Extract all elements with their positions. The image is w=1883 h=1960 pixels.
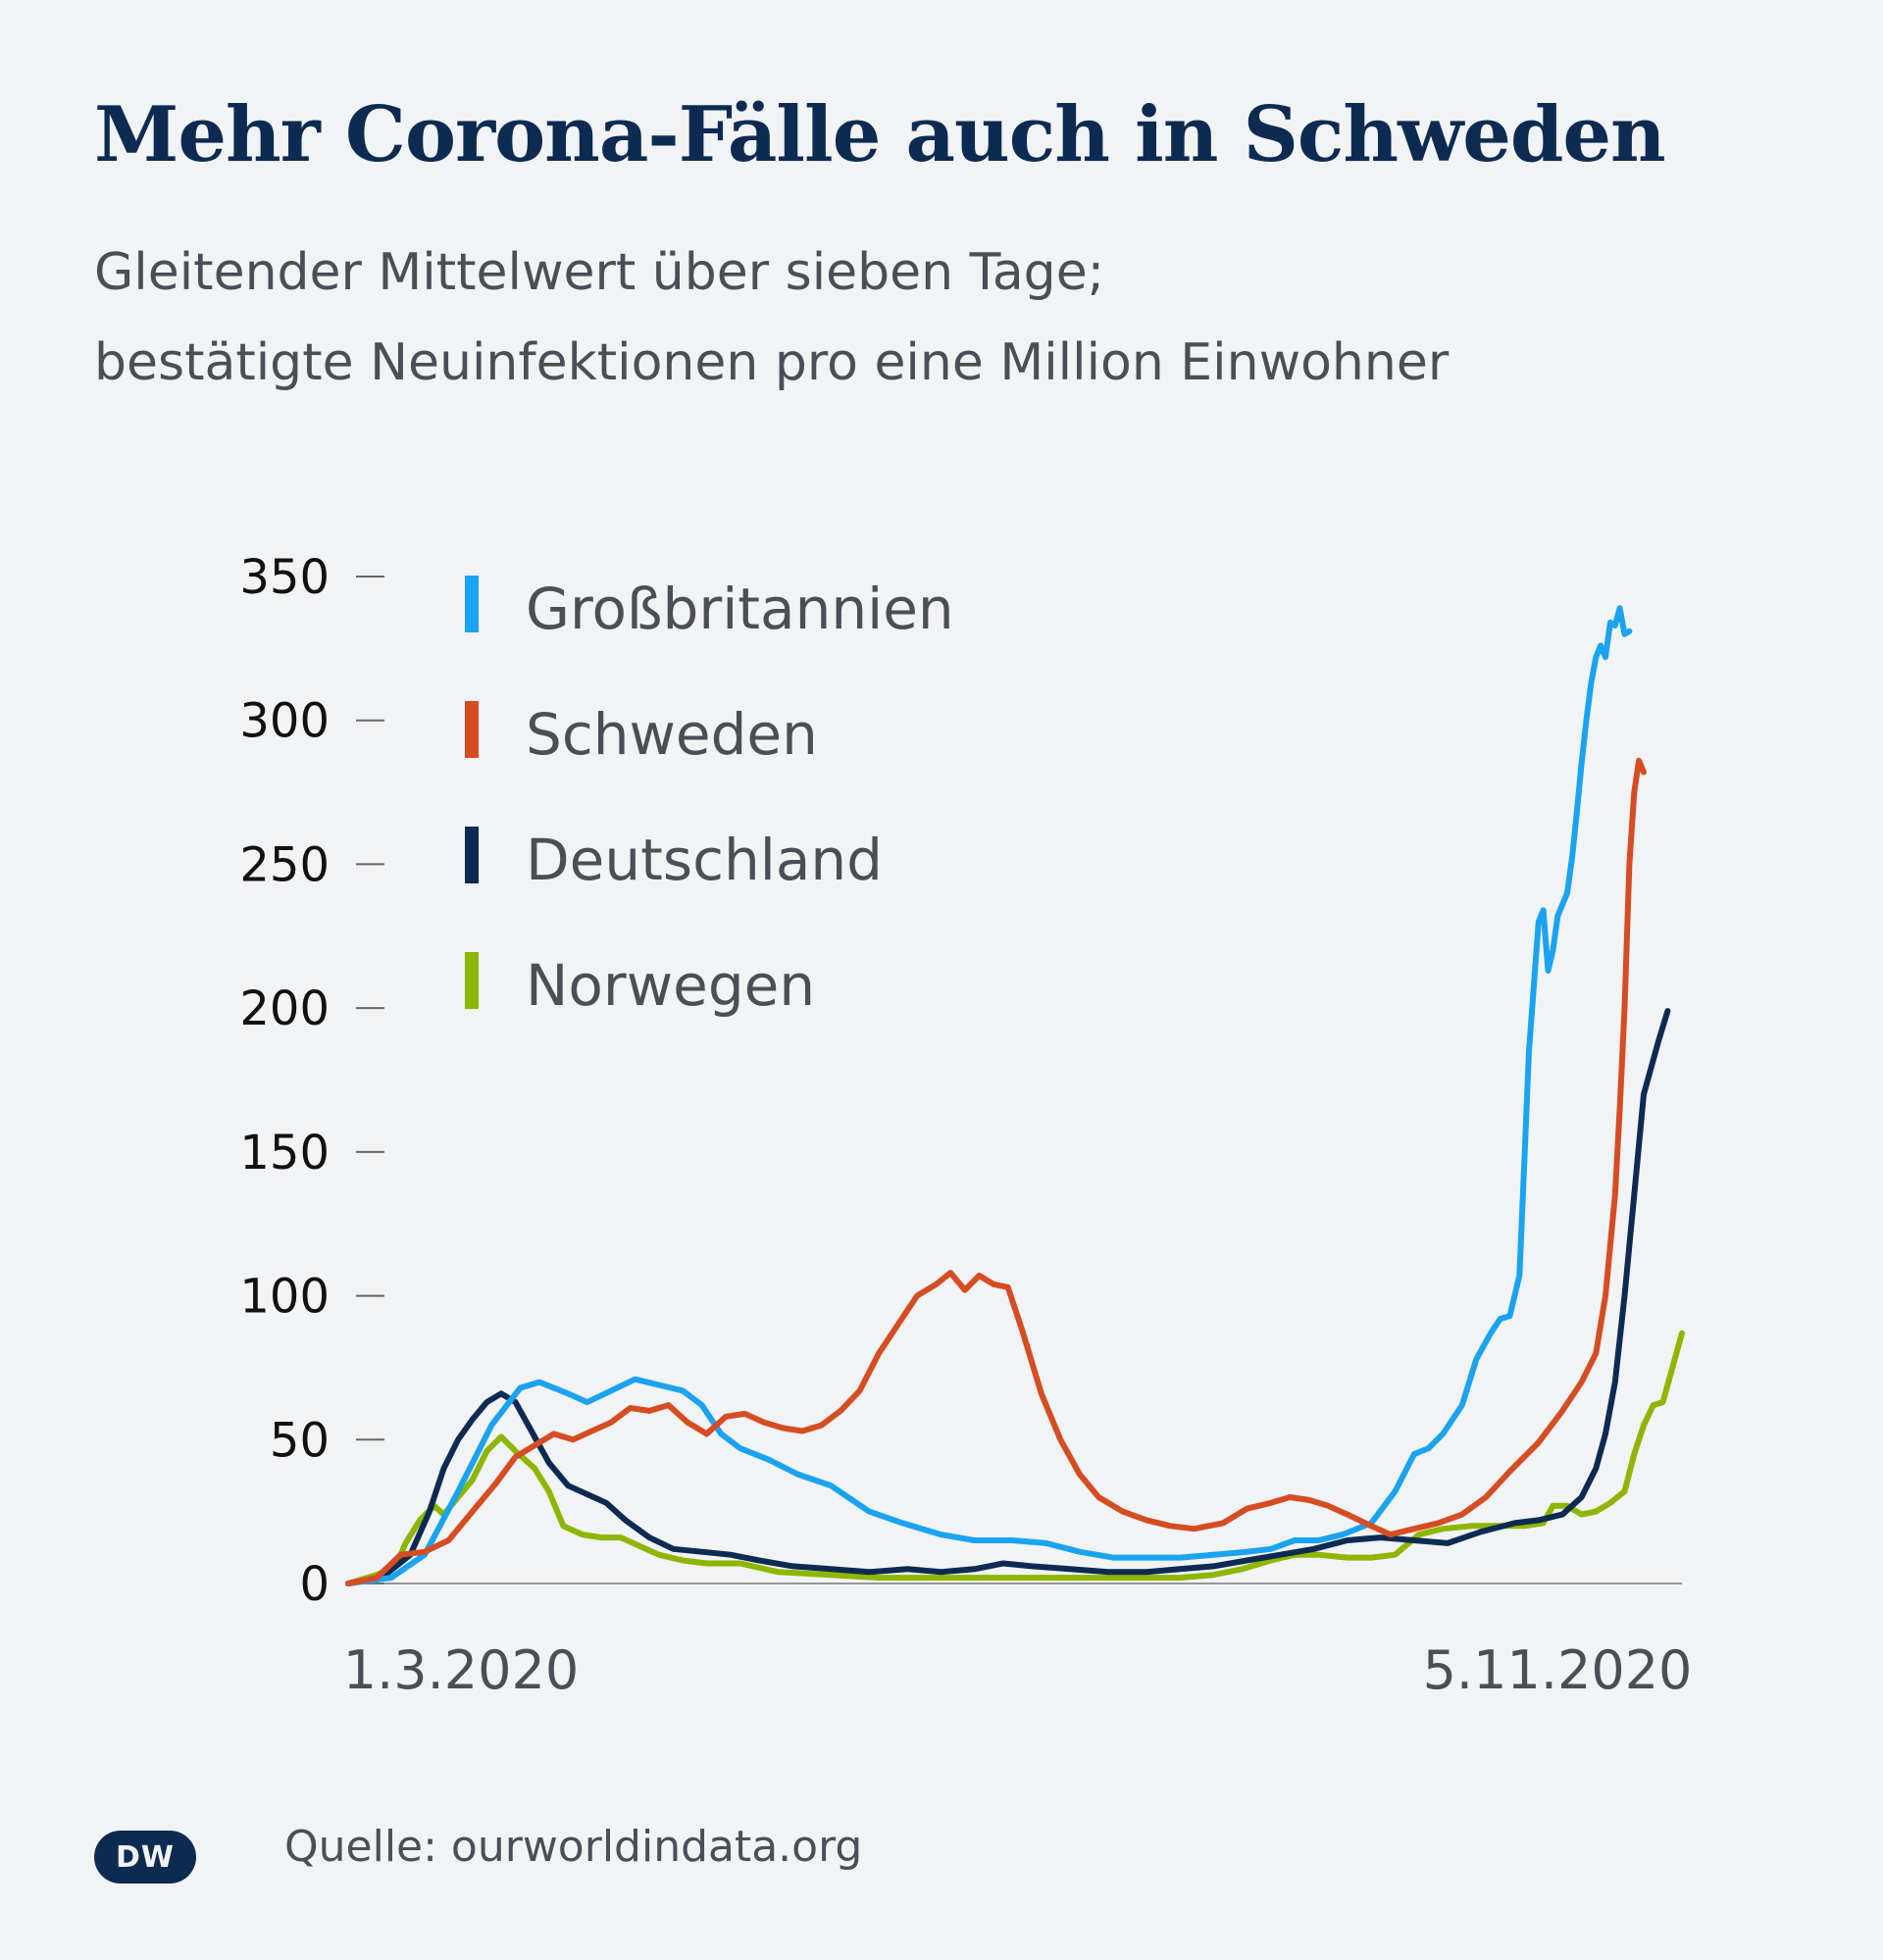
legend-swatch-schweden [465,701,479,758]
y-tick-label-350: 350 [239,550,330,605]
chart-subtitle-line-2: bestätigte Neuinfektionen pro eine Milli… [94,333,1450,392]
dw-logo-text: DW [116,1839,175,1875]
legend-label-norwegen: Norwegen [526,952,815,1019]
y-tick-label-100: 100 [239,1270,330,1325]
series-line-schweden [345,757,1647,1586]
y-axis: 0 50 100 150 200 250 300 350 [239,550,384,1612]
legend-label-deutschland: Deutschland [526,827,883,893]
legend-label-schweden: Schweden [526,701,818,768]
dw-logo: DW [94,1831,196,1884]
y-tick-label-250: 250 [239,837,330,892]
x-tick-label-start: 1.3.2020 [343,1639,579,1701]
legend-label-großbritannien: Großbritannien [526,576,954,642]
legend-swatch-großbritannien [465,576,479,632]
y-tick-label-0: 0 [299,1557,330,1612]
legend: Großbritannien Schweden Deutschland Norwege… [465,576,954,1019]
series-line-deutschland [345,1008,1671,1586]
x-axis: 1.3.2020 5.11.2020 [343,1639,1693,1701]
legend-swatch-deutschland [465,827,479,883]
chart-subtitle-line-1: Gleitender Mittelwert über sieben Tage; [94,243,1105,302]
source-note: Quelle: ourworldindata.org [284,1822,863,1872]
x-tick-label-end: 5.11.2020 [1423,1639,1693,1701]
chart-title: Mehr Corona-Fälle auch in Schweden [94,90,1666,179]
y-tick-label-200: 200 [239,981,330,1036]
series-lines [345,605,1685,1586]
y-tick-label-50: 50 [270,1413,330,1468]
legend-swatch-norwegen [465,952,479,1009]
y-tick-label-300: 300 [239,694,330,749]
series-line-großbritannien [345,605,1633,1586]
y-tick-label-150: 150 [239,1126,330,1181]
